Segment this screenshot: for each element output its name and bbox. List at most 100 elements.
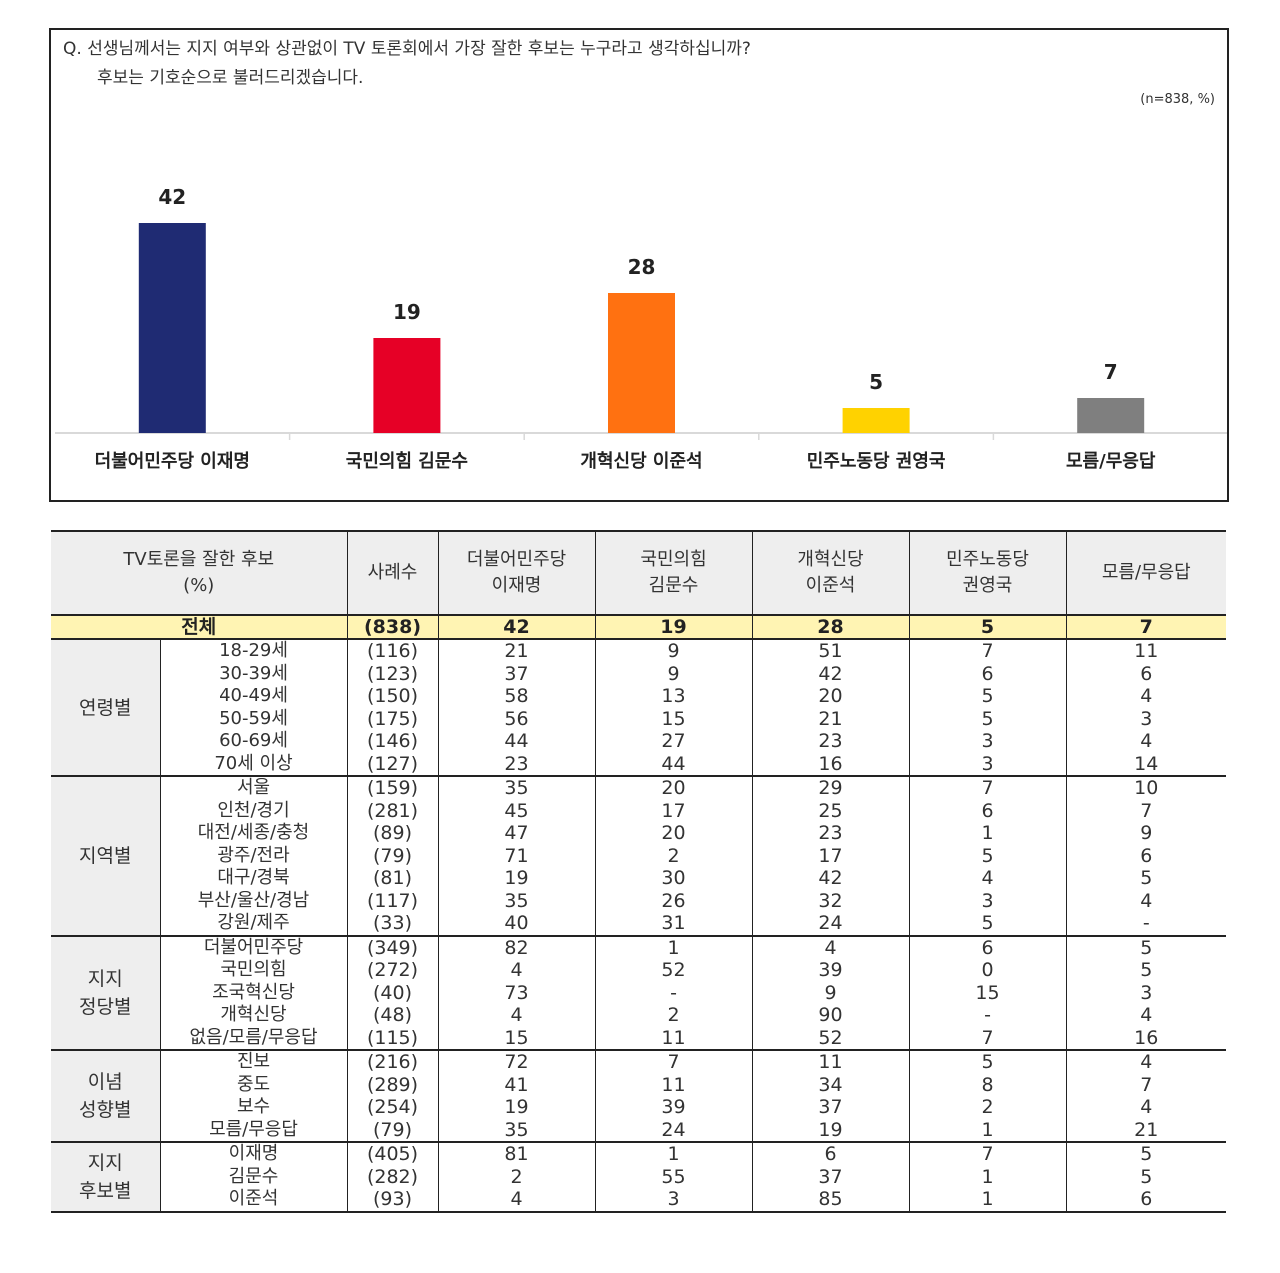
row-val-4: 10: [1065, 776, 1227, 800]
table-row: 이준석 (93) 4 3 85 1 6: [51, 1188, 1227, 1213]
category-label-1: 국민의힘 김문수: [346, 451, 468, 472]
category-label-2: 개혁신당 이준석: [580, 450, 702, 472]
row-val-4: 6: [1065, 662, 1227, 685]
table-row: 모름/무응답 (79) 35 24 19 1 21: [51, 1118, 1227, 1143]
row-val-3: 15: [908, 981, 1067, 1004]
row-label: 개혁신당: [220, 1004, 287, 1026]
row-val-1: 1: [594, 935, 753, 959]
total-n: (838): [346, 615, 439, 640]
row-label: 국민의힘: [220, 959, 287, 981]
row-val-2: 42: [751, 867, 910, 890]
header-col-1: 국민의힘 김문수: [594, 530, 753, 616]
header-col-2: 개혁신당 이준석: [751, 530, 910, 616]
row-val-2: 90: [751, 1004, 910, 1027]
row-n: (282): [346, 1165, 439, 1188]
row-val-3: 7: [908, 776, 1067, 800]
row-val-2: 52: [751, 1026, 910, 1051]
row-val-4: 5: [1065, 935, 1227, 959]
row-val-4: 4: [1065, 685, 1227, 708]
table-row: 60-69세 (146) 44 27 23 3 4: [51, 730, 1227, 753]
table-header-row: TV토론을 잘한 후보 (%) 사례수 더불어민주당 이재명 국민의힘 김문수 개혁신당 이준석…: [51, 530, 1227, 616]
row-val-0: 45: [437, 799, 596, 822]
row-val-2: 32: [751, 889, 910, 912]
table-row: 지지 정당별 더불어민주당 (349) 82 1 4 6 5: [51, 935, 1227, 1051]
row-label: 김문수: [228, 1165, 279, 1187]
row-label: 진보: [236, 1051, 271, 1073]
total-row: 전체 (838) 42 19 28 5 7: [51, 615, 1227, 640]
total-label: 전체: [51, 615, 348, 640]
row-val-1: 3: [594, 1188, 753, 1213]
row-val-0: 19: [437, 867, 596, 890]
row-label: 부산/울산/경남: [197, 889, 310, 911]
row-n: (281): [346, 799, 439, 822]
row-label: 50-59세: [219, 707, 288, 729]
row-val-4: 4: [1065, 1096, 1227, 1119]
row-val-1: 52: [594, 959, 753, 982]
total-val-3: 5: [908, 615, 1067, 640]
row-val-0: 21: [437, 639, 596, 663]
row-val-0: 44: [437, 730, 596, 753]
table-row: 광주/전라 (79) 71 2 17 5 6: [51, 844, 1227, 867]
chart-panel: Q. 선생님께서는 지지 여부와 상관없이 TV 토론회에서 가장 잘한 후보는…: [49, 28, 1229, 502]
row-n: (349): [346, 935, 439, 959]
table-row: 인천/경기 (281) 45 17 25 6 7: [51, 799, 1227, 822]
row-n: (79): [346, 844, 439, 867]
row-val-1: 27: [594, 730, 753, 753]
bar-1: [373, 338, 441, 433]
row-val-4: 4: [1065, 1004, 1227, 1027]
bar-0: [138, 223, 206, 433]
category-label-4: 모름/무응답: [1066, 451, 1156, 472]
row-val-1: 1: [594, 1142, 753, 1166]
row-val-3: 5: [908, 844, 1067, 867]
row-n: (150): [346, 685, 439, 708]
table-row: 이념 성향별 진보 (216) 72 7 11 5 4: [51, 1050, 1227, 1143]
row-n: (159): [346, 776, 439, 800]
row-n: (40): [346, 981, 439, 1004]
total-val-0: 42: [437, 615, 596, 640]
total-val-1: 19: [594, 615, 753, 640]
row-val-2: 23: [751, 730, 910, 753]
row-val-1: 2: [594, 1004, 753, 1027]
row-val-3: 1: [908, 1118, 1067, 1143]
row-n: (216): [346, 1050, 439, 1074]
row-label: 없음/모름/무응답: [160, 1026, 348, 1051]
row-val-4: 4: [1065, 730, 1227, 753]
group-label: 지지 정당별: [51, 935, 161, 1051]
group-label: 이념 성향별: [51, 1050, 161, 1143]
row-val-3: 5: [908, 1050, 1067, 1074]
row-val-1: 26: [594, 889, 753, 912]
row-val-2: 17: [751, 844, 910, 867]
row-val-1: 31: [594, 912, 753, 937]
row-val-3: 4: [908, 867, 1067, 890]
row-val-1: 24: [594, 1118, 753, 1143]
row-n: (79): [346, 1118, 439, 1143]
row-label: 대구/경북: [217, 867, 290, 889]
row-val-2: 21: [751, 707, 910, 730]
row-val-0: 40: [437, 912, 596, 937]
group-label: 지역별: [51, 776, 161, 937]
row-val-0: 41: [437, 1073, 596, 1096]
question-subtext: 후보는 기호순으로 불러드리겠습니다.: [97, 68, 364, 88]
row-val-0: 56: [437, 707, 596, 730]
row-label: 18-29세: [219, 640, 288, 662]
table-row: 40-49세 (150) 58 13 20 5 4: [51, 685, 1227, 708]
table-row: 개혁신당 (48) 4 2 90-4: [51, 1004, 1227, 1027]
row-val-2: 29: [751, 776, 910, 800]
table-row: 지지 후보별 이재명 (405) 81 1 6 7 5: [51, 1142, 1227, 1213]
row-val-2: 37: [751, 1165, 910, 1188]
row-val-1: 2: [594, 844, 753, 867]
row-val-4: 7: [1065, 1073, 1227, 1096]
row-n: (123): [346, 662, 439, 685]
row-val-1: -: [594, 981, 753, 1004]
row-val-4: 4: [1065, 1050, 1227, 1074]
row-n: (48): [346, 1004, 439, 1027]
table-row: 30-39세 (123) 37 9 42 6 6: [51, 662, 1227, 685]
row-val-4: 5: [1065, 867, 1227, 890]
bar-4: [1077, 398, 1145, 433]
category-label-3: 민주노동당 권영국: [807, 451, 946, 472]
row-label: 광주/전라: [217, 844, 290, 866]
row-n: (254): [346, 1096, 439, 1119]
table-row: 대전/세종/충청 (89) 47 20 23 1 9: [51, 822, 1227, 845]
row-val-0: 37: [437, 662, 596, 685]
row-val-2: 51: [751, 639, 910, 663]
